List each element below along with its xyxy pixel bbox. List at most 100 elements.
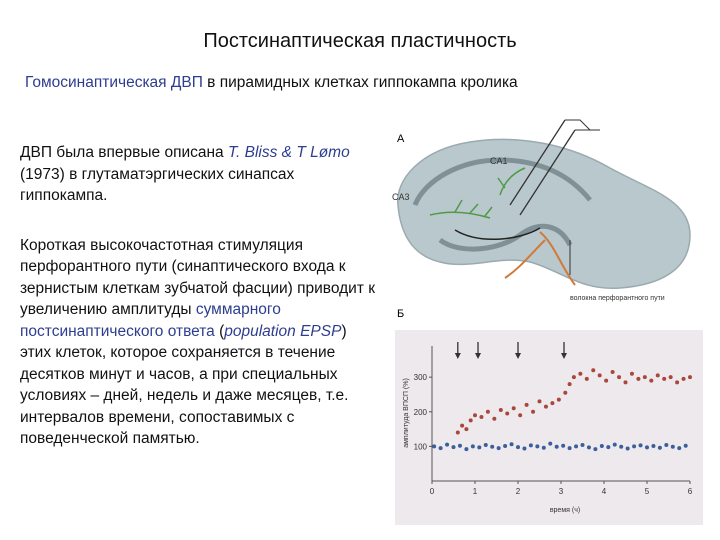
data-point xyxy=(432,444,437,449)
data-point xyxy=(445,442,450,447)
wire xyxy=(565,119,600,131)
data-point xyxy=(535,444,540,449)
data-point xyxy=(492,416,497,421)
perforant-path xyxy=(504,231,576,286)
hippocampus-drawing: А CA1 CA3 волокна перфорантного пути xyxy=(392,119,691,302)
data-point xyxy=(675,380,680,385)
text-segment: population EPSP xyxy=(224,322,342,340)
data-point xyxy=(625,446,630,451)
data-point xyxy=(606,445,611,450)
data-point xyxy=(511,406,516,411)
data-point xyxy=(651,444,656,449)
neuron xyxy=(429,199,493,219)
x-tick-label: 5 xyxy=(645,487,650,496)
data-point xyxy=(503,444,508,449)
data-point xyxy=(522,446,527,451)
data-point xyxy=(528,443,533,448)
cell-layer xyxy=(412,157,592,207)
data-point xyxy=(610,369,615,374)
fiber xyxy=(454,227,541,240)
data-point xyxy=(677,446,682,451)
text-segment: T. Bliss & T Lømo xyxy=(227,144,350,161)
data-point xyxy=(593,447,598,452)
data-point xyxy=(563,390,568,395)
data-point xyxy=(670,444,675,449)
plot: 100 200 300 0 1 2 3 4 5 6 время (ч) амплитуда ВПСП … xyxy=(403,342,693,514)
data-point xyxy=(554,444,559,449)
slide-subtitle: Гомосинаптическая ДВП в пирамидных клетк… xyxy=(25,74,518,92)
data-point xyxy=(649,378,654,383)
data-point xyxy=(451,445,456,450)
y-tick-label: 200 xyxy=(414,408,428,417)
data-point xyxy=(483,443,488,447)
electrode xyxy=(509,119,566,206)
x-tick-label: 3 xyxy=(559,487,564,496)
data-point xyxy=(578,371,583,376)
data-point xyxy=(537,399,542,404)
x-tick-label: 2 xyxy=(516,487,521,496)
subtitle-segment: в пирамидных клетках гиппокампа кролика xyxy=(202,74,518,91)
data-point xyxy=(574,444,579,449)
data-point xyxy=(438,446,443,451)
region-label: CA3 xyxy=(392,192,410,202)
data-point xyxy=(460,423,465,428)
text-segment: суммарного постсинаптического ответа xyxy=(20,301,281,340)
caption: волокна перфорантного пути xyxy=(570,295,665,302)
paragraph: ДВП была впервые описана T. Bliss & T Lø… xyxy=(20,142,378,207)
data-point xyxy=(591,368,596,373)
plot-background xyxy=(395,330,703,525)
data-point xyxy=(604,378,609,383)
data-point xyxy=(505,411,510,416)
data-point xyxy=(455,430,460,435)
electrode xyxy=(519,129,576,216)
data-point xyxy=(629,371,634,376)
stimulus-arrowhead xyxy=(561,353,568,359)
data-point xyxy=(516,445,520,450)
data-point xyxy=(612,442,617,447)
data-point xyxy=(617,375,622,380)
data-point xyxy=(664,443,669,447)
x-tick-label: 0 xyxy=(430,487,435,496)
data-point xyxy=(473,413,477,418)
stimulus-arrowhead xyxy=(454,353,461,359)
stimulus-arrowhead xyxy=(515,353,521,359)
data-point xyxy=(619,444,624,449)
data-point xyxy=(524,402,529,407)
subtitle-segment: Гомосинаптическая ДВП xyxy=(25,74,203,91)
data-point xyxy=(490,444,495,449)
data-point xyxy=(597,373,602,378)
data-point xyxy=(548,441,553,446)
data-point xyxy=(550,401,555,406)
text-segment: ДВП была впервые описана xyxy=(20,144,228,161)
data-point xyxy=(668,375,673,380)
text-segment: ( xyxy=(214,322,225,340)
data-point xyxy=(561,443,566,448)
data-point xyxy=(657,445,662,450)
data-point xyxy=(464,427,469,432)
hippocampus-outline xyxy=(397,138,691,290)
x-axis-label: время (ч) xyxy=(550,507,580,514)
neuron xyxy=(497,167,526,196)
data-point xyxy=(683,443,688,448)
data-point xyxy=(567,382,572,387)
data-point xyxy=(580,443,585,447)
y-tick-label: 300 xyxy=(414,373,428,382)
data-point xyxy=(655,373,660,378)
data-point xyxy=(468,418,473,423)
y-tick-label: 100 xyxy=(414,442,428,451)
data-point xyxy=(457,443,462,448)
data-point xyxy=(636,376,641,381)
slide-title: Постсинаптическая пластичность xyxy=(203,30,517,52)
data-point xyxy=(556,397,561,402)
x-tick-label: 6 xyxy=(688,487,693,496)
data-point xyxy=(662,376,667,381)
data-point xyxy=(531,409,536,414)
x-tick-label: 1 xyxy=(473,487,478,496)
data-point xyxy=(485,409,490,414)
data-point xyxy=(479,414,484,419)
text-segment: Короткая высокочастотная стимуляция перф… xyxy=(20,236,376,319)
data-point xyxy=(632,444,637,449)
data-point xyxy=(496,446,501,451)
data-point xyxy=(584,376,589,381)
